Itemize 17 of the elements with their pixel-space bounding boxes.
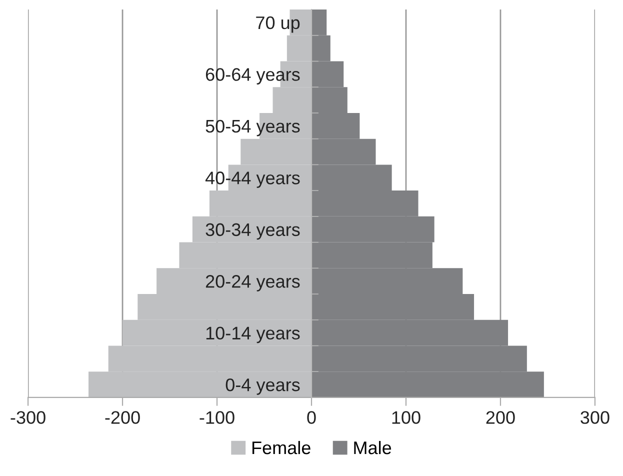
- x-tick-label: -200: [105, 411, 140, 424]
- x-tick-label: 300: [580, 411, 610, 424]
- y-tick-label: 50-54 years: [206, 120, 300, 136]
- x-tick-label: 200: [486, 411, 515, 424]
- y-tick-label: 0-4 years: [226, 378, 300, 395]
- y-tick-label: 70 up: [256, 16, 300, 33]
- x-tick-label: -100: [200, 411, 234, 424]
- y-tick-label: 40-44 years: [205, 172, 300, 188]
- y-tick-label: 30-34 years: [206, 223, 300, 240]
- x-tick-label: 100: [392, 411, 420, 424]
- x-tick-label: -300: [10, 411, 46, 424]
- y-tick-label: 60-64 years: [206, 68, 300, 84]
- x-tick-label: 0: [307, 411, 316, 424]
- y-tick-label: 10-14 years: [206, 326, 300, 344]
- y-tick-label: 20-24 years: [206, 275, 300, 292]
- legend-label: Female: [252, 440, 310, 454]
- legend-label: Male: [354, 440, 392, 454]
